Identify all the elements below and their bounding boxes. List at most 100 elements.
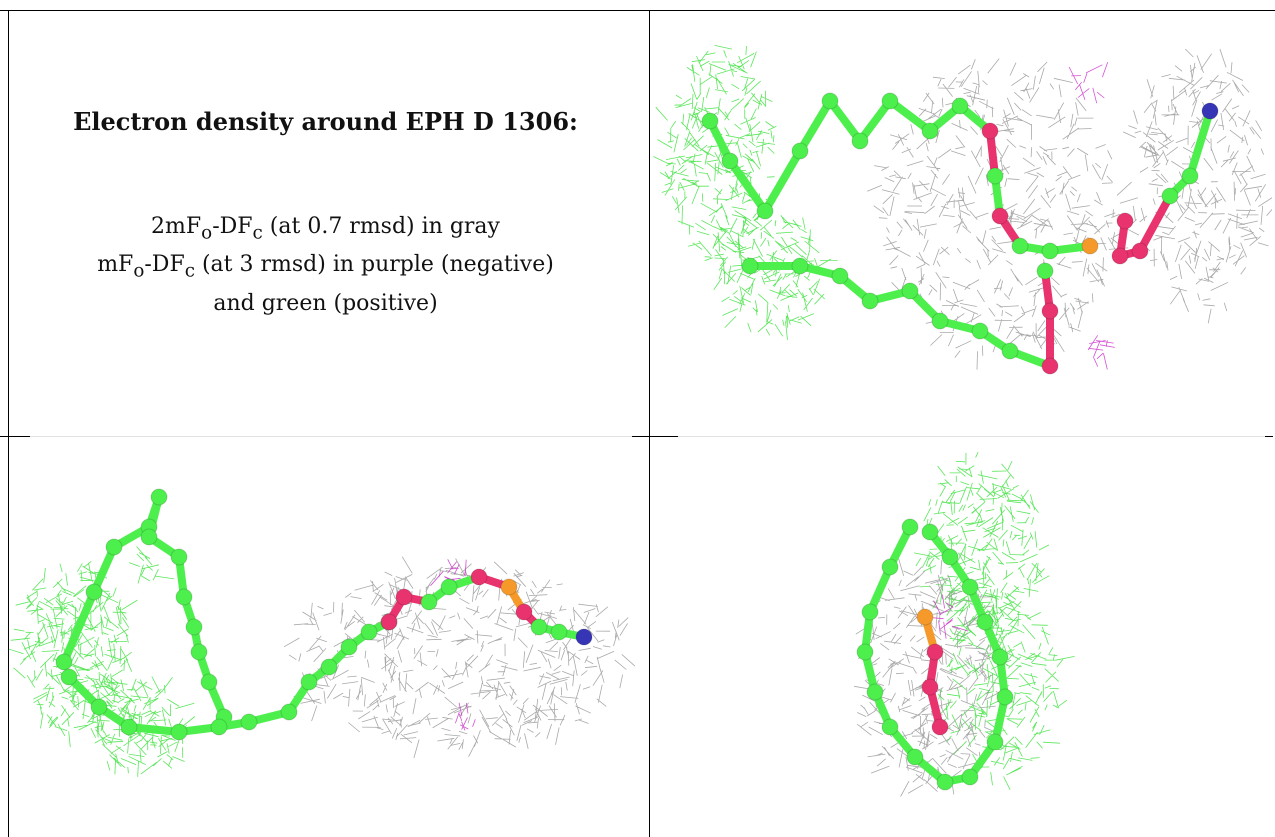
upper-chain-atom [921, 122, 939, 140]
head-chain-atom [1116, 212, 1134, 230]
head-chain-bond [1136, 192, 1174, 255]
acyl-chain-b-bond [125, 723, 183, 736]
head-group-atom [921, 678, 939, 696]
table-top-border [0, 10, 1275, 11]
legend-line-3: and green (positive) [213, 290, 438, 316]
lower-chain-atom [861, 292, 879, 310]
upper-chain-atom [1041, 242, 1059, 260]
upper-chain-atom [851, 132, 869, 150]
folded-chain-atom [881, 718, 899, 736]
acyl-chain-a-atom [170, 548, 188, 566]
upper-chain-atom [951, 97, 969, 115]
folded-chain-atom [881, 558, 899, 576]
head-group-atom [500, 578, 518, 596]
head-group-atom [470, 568, 488, 586]
molecule-view-top-right [653, 45, 1272, 375]
folded-chain-atom [856, 643, 874, 661]
upper-chain-bond [726, 157, 769, 215]
upper-chain-bond [826, 97, 864, 145]
purple-density-mesh [455, 702, 476, 731]
purple-density-mesh [925, 594, 969, 639]
folded-chain-atom [901, 518, 919, 536]
upper-chain-atom [1011, 237, 1029, 255]
acyl-chain-b-atom [210, 718, 228, 736]
acyl-chain-a-atom [200, 673, 218, 691]
legend-line-2: mFo-DFc (at 3 rmsd) in purple (negative) [97, 252, 554, 282]
view-top-right [650, 11, 1272, 436]
head-chain-atom [1131, 242, 1149, 260]
head-group-atom [530, 618, 548, 636]
folded-chain-atom [861, 603, 879, 621]
gray-density-mesh [1119, 48, 1272, 324]
upper-chain-atom [1081, 237, 1099, 255]
molecule-view-bottom-right [854, 451, 1075, 797]
caption-cell: Electron density around EPH D 1306: 2mFo… [9, 11, 649, 436]
acyl-chain-b-atom [280, 703, 298, 721]
acyl-chain-a-atom [105, 538, 123, 556]
caption-legend: 2mFo-DFc (at 0.7 rmsd) in gray mFo-DFc (… [9, 211, 642, 320]
upper-chain-atom [881, 92, 899, 110]
upper-chain-bond [761, 147, 804, 215]
acyl-chain-b-atom [320, 658, 338, 676]
table-left-border [8, 10, 9, 837]
head-group-atom [515, 603, 533, 621]
head-group-atom [395, 588, 413, 606]
folded-chain-atom [961, 578, 979, 596]
acyl-chain-b-atom [340, 638, 358, 656]
lower-chain-atom [971, 322, 989, 340]
upper-chain-atom [721, 152, 739, 170]
divider-tick-mid [632, 436, 678, 437]
folded-chain-atom [906, 748, 924, 766]
upper-chain-bond [856, 97, 894, 145]
head-group-atom [550, 623, 568, 641]
purple-density-mesh [1087, 335, 1115, 370]
acyl-chain-a-bond [60, 588, 98, 666]
head-chain-bond [1186, 107, 1214, 180]
acyl-chain-b-atom [120, 718, 138, 736]
head-group-atom [931, 718, 949, 736]
folded-chain-atom [941, 548, 959, 566]
head-group-atom [916, 608, 934, 626]
upper-chain-bond [886, 97, 934, 135]
upper-chain-atom [701, 112, 719, 130]
acyl-chain-a-atom [150, 488, 168, 506]
folded-chain-atom [976, 613, 994, 631]
head-chain-atom [1181, 167, 1199, 185]
upper-chain-atom [991, 207, 1009, 225]
lower-chain-atom [1036, 262, 1054, 280]
head-group-atom [926, 643, 944, 661]
acyl-chain-a-atom [185, 618, 203, 636]
divider-tick-right [1265, 436, 1273, 437]
acyl-chain-a-atom [175, 588, 193, 606]
head-group-atom [440, 578, 458, 596]
green-density-mesh [713, 213, 838, 340]
lower-chain-atom [1041, 302, 1059, 320]
acyl-chain-a-atom [55, 653, 73, 671]
table-middle-border [649, 10, 650, 837]
acyl-chain-a-bond [90, 543, 118, 596]
acyl-chain-b-atom [60, 668, 78, 686]
acyl-chain-b-atom [90, 698, 108, 716]
lower-chain-atom [931, 312, 949, 330]
upper-chain-atom [981, 122, 999, 140]
folded-chain-atom [996, 688, 1014, 706]
molecule-view-bottom-left [9, 488, 636, 777]
lower-chain-atom [901, 282, 919, 300]
acyl-chain-b-atom [360, 623, 378, 641]
acyl-chain-b-atom [240, 713, 258, 731]
upper-chain-atom [986, 167, 1004, 185]
upper-chain-atom [756, 202, 774, 220]
lower-chain-atom [791, 257, 809, 275]
folded-chain-atom [986, 733, 1004, 751]
folded-chain-atom [991, 648, 1009, 666]
head-chain-atom [1111, 247, 1129, 265]
folded-chain-atom [921, 523, 939, 541]
acyl-chain-a-atom [85, 583, 103, 601]
acyl-chain-b-atom [170, 723, 188, 741]
acyl-chain-a-atom [190, 643, 208, 661]
head-chain-atom [1161, 187, 1179, 205]
lower-chain-atom [831, 267, 849, 285]
folded-chain-atom [936, 773, 954, 791]
folded-chain-atom [866, 683, 884, 701]
lower-chain-atom [741, 257, 759, 275]
